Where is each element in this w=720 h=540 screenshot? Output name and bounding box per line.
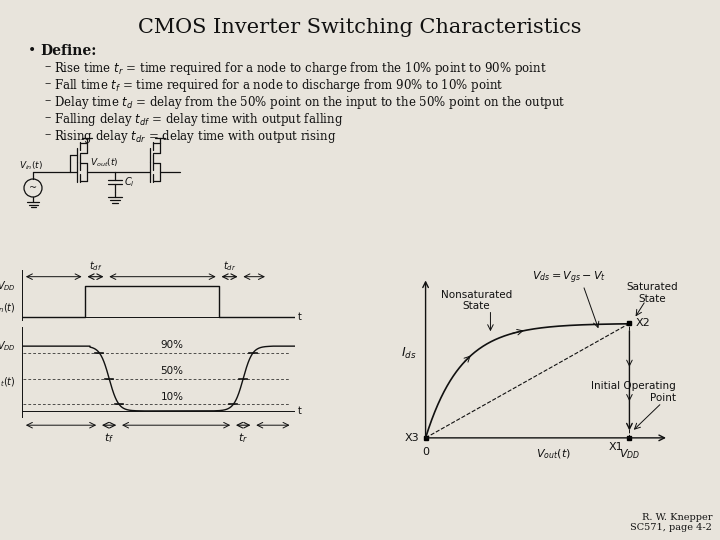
Text: CMOS Inverter Switching Characteristics: CMOS Inverter Switching Characteristics [138,18,582,37]
Text: 0: 0 [422,447,429,457]
Text: $I_{ds}$: $I_{ds}$ [401,346,416,361]
Text: ~: ~ [29,184,37,192]
Text: –: – [44,94,50,107]
Text: X3: X3 [405,433,420,443]
Text: $V_{DD}$: $V_{DD}$ [0,339,16,353]
Text: t: t [298,406,302,416]
Text: Delay time $t_d$ = delay from the 50% point on the input to the 50% point on the: Delay time $t_d$ = delay from the 50% po… [54,94,565,111]
Text: $V_{in}(t)$: $V_{in}(t)$ [0,301,16,315]
Text: X2: X2 [635,319,650,328]
Text: R. W. Knepper
SC571, page 4-2: R. W. Knepper SC571, page 4-2 [630,512,712,532]
Text: Falling delay $t_{df}$ = delay time with output falling: Falling delay $t_{df}$ = delay time with… [54,111,343,128]
Text: 10%: 10% [161,392,184,402]
Text: •: • [28,44,36,58]
Text: Rise time $t_r$ = time required for a node to charge from the 10% point to 90% p: Rise time $t_r$ = time required for a no… [54,60,546,77]
Text: Saturated
State: Saturated State [627,282,678,303]
Text: –: – [44,128,50,141]
Text: $V_{in}(t)$: $V_{in}(t)$ [19,159,43,172]
Text: $V_{out}(t)$: $V_{out}(t)$ [536,447,570,461]
Text: $t_r$: $t_r$ [238,431,248,446]
Text: –: – [44,77,50,90]
Text: $V_{out}(t)$: $V_{out}(t)$ [90,157,119,169]
Text: –: – [44,60,50,73]
Text: $V_{DD}$: $V_{DD}$ [618,447,640,461]
Text: $t_{dr}$: $t_{dr}$ [223,259,236,273]
Text: Rising delay $t_{dr}$ = delay time with output rising: Rising delay $t_{dr}$ = delay time with … [54,128,336,145]
Text: $t_{df}$: $t_{df}$ [89,259,102,273]
Text: t: t [298,312,302,322]
Text: $V_{ds} = V_{gs} - V_t$: $V_{ds} = V_{gs} - V_t$ [532,269,606,286]
Text: $V_{out}(t)$: $V_{out}(t)$ [0,375,16,389]
Text: –: – [44,111,50,124]
Text: $V_{DD}$: $V_{DD}$ [0,279,16,293]
Text: Define:: Define: [40,44,96,58]
Text: $C_l$: $C_l$ [124,175,135,189]
Text: X1: X1 [609,442,624,453]
Text: 50%: 50% [161,366,184,376]
Text: Fall time $t_f$ = time required for a node to discharge from 90% to 10% point: Fall time $t_f$ = time required for a no… [54,77,503,94]
Text: Initial Operating
Point: Initial Operating Point [591,381,676,403]
Text: Nonsaturated
State: Nonsaturated State [441,290,512,312]
Text: 90%: 90% [161,340,184,350]
Text: $t_f$: $t_f$ [104,431,114,446]
